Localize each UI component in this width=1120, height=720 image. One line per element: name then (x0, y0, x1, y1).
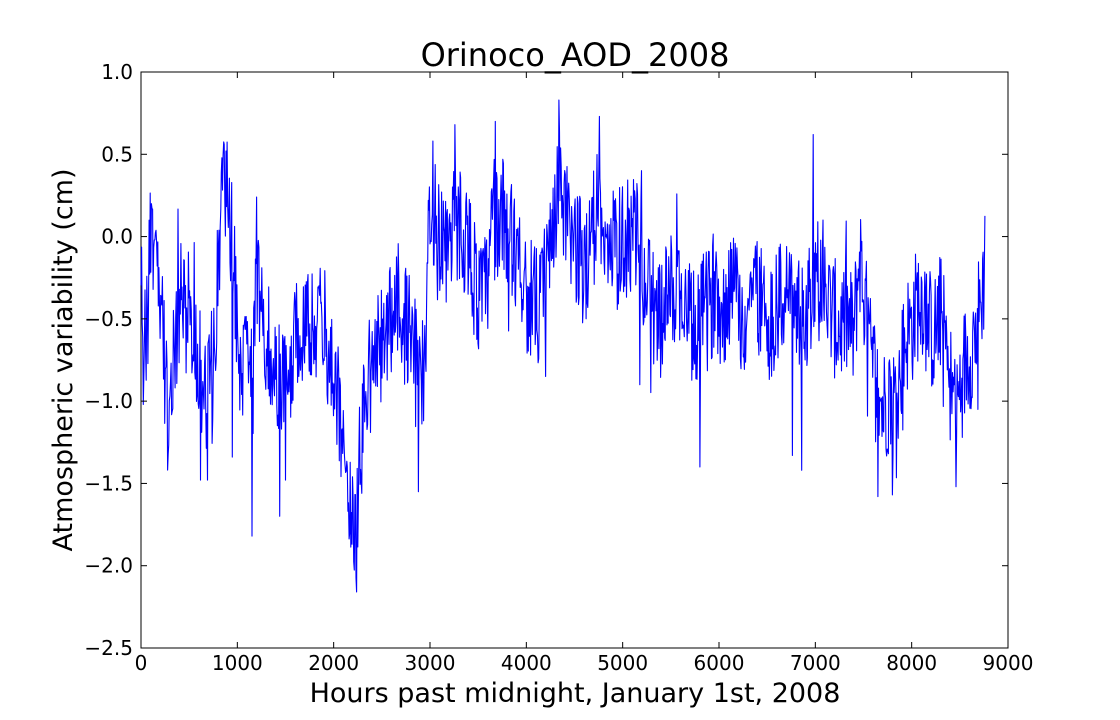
y-tick-label: −2.0 (84, 554, 133, 578)
x-tick-label: 7000 (790, 651, 841, 675)
x-axis-label: Hours past midnight, January 1st, 2008 (310, 678, 841, 709)
y-tick-label: 0.0 (101, 225, 133, 249)
y-tick-label: −2.5 (84, 636, 133, 660)
y-tick-label: −1.5 (84, 471, 133, 495)
x-tick-label: 0 (135, 651, 148, 675)
chart-title: Orinoco_AOD_2008 (421, 36, 730, 74)
plot-frame (140, 71, 1009, 649)
y-tick-label: 0.5 (101, 142, 133, 166)
x-tick-label: 1000 (212, 651, 263, 675)
x-tick-label: 5000 (597, 651, 648, 675)
y-axis: −2.5 −2.0 −1.5 −1.0 −0.5 0.0 0.5 1.0 (84, 60, 1008, 660)
x-tick-label: 2000 (308, 651, 359, 675)
plot-area (140, 71, 1009, 649)
y-tick-label: −0.5 (84, 307, 133, 331)
x-tick-label: 8000 (886, 651, 937, 675)
x-tick-label: 6000 (694, 651, 745, 675)
y-axis-label: Atmospheric variability (cm) (48, 168, 79, 551)
x-tick-label: 9000 (983, 651, 1034, 675)
y-tick-label: 1.0 (101, 60, 133, 84)
x-axis: 0 1000 2000 3000 4000 5000 6000 7000 8000 9000 (135, 72, 1034, 675)
x-tick-label: 3000 (405, 651, 456, 675)
y-tick-label: −1.0 (84, 389, 133, 413)
series-line (140, 99, 986, 593)
x-tick-label: 4000 (501, 651, 552, 675)
